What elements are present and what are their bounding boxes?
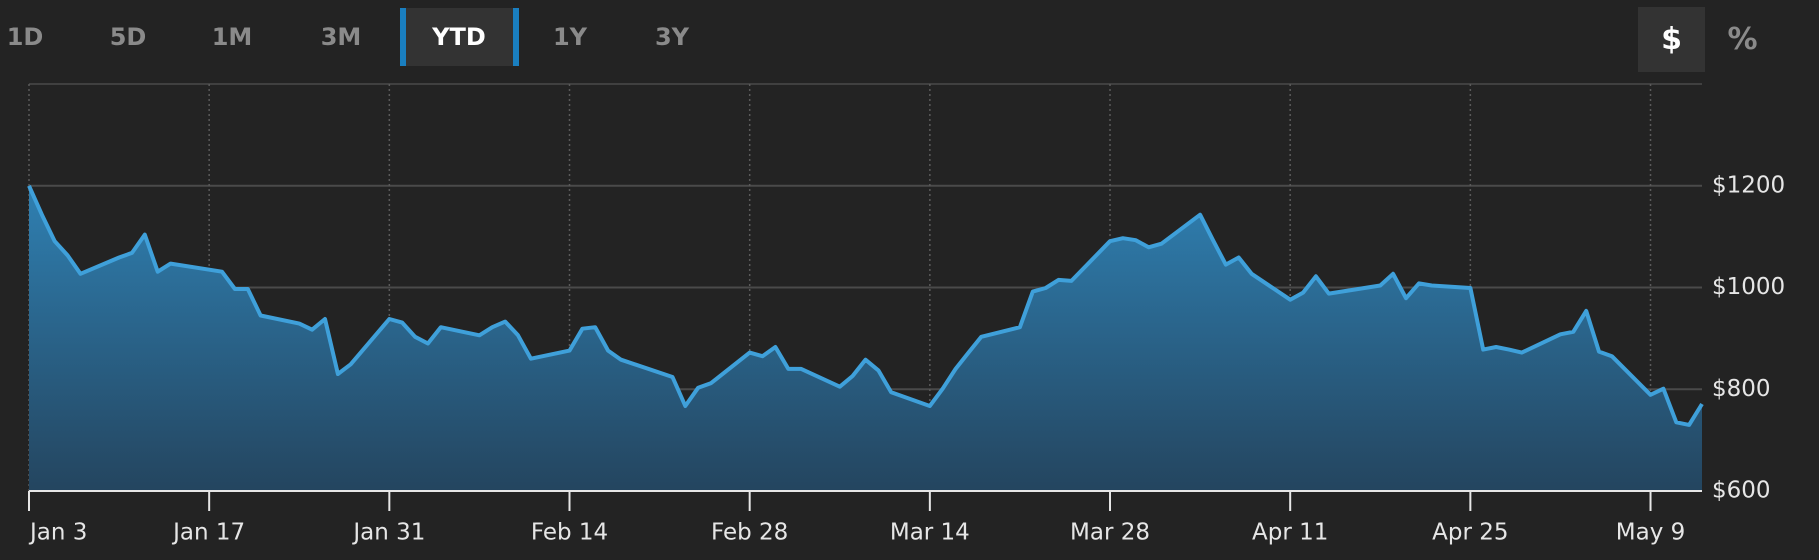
- x-tick-label: Apr 25: [1432, 520, 1508, 546]
- range-button[interactable]: 1Y: [552, 23, 588, 51]
- x-tick-label: Apr 11: [1252, 520, 1328, 546]
- unit-button[interactable]: %: [1727, 22, 1758, 57]
- x-tick-label: Feb 28: [711, 520, 788, 546]
- y-tick-label: $1000: [1712, 274, 1785, 300]
- y-tick-label: $1200: [1712, 172, 1785, 198]
- range-button[interactable]: 1D: [6, 23, 44, 51]
- range-button[interactable]: 3M: [320, 23, 362, 51]
- x-tick-label: Feb 14: [531, 520, 608, 546]
- x-tick-label: May 9: [1616, 520, 1686, 546]
- area-fill: [29, 185, 1702, 492]
- y-tick-label: $800: [1712, 376, 1771, 402]
- unit-button[interactable]: $: [1638, 7, 1705, 72]
- range-button[interactable]: 5D: [109, 23, 147, 51]
- x-tick-label: Jan 3: [28, 520, 87, 546]
- range-button[interactable]: 3Y: [654, 23, 690, 51]
- price-line: [27, 184, 1704, 427]
- x-tick-label: Jan 17: [171, 520, 245, 546]
- range-button[interactable]: 1M: [211, 23, 253, 51]
- x-tick-label: Mar 14: [890, 520, 970, 546]
- x-tick-label: Mar 28: [1070, 520, 1150, 546]
- y-tick-label: $600: [1712, 478, 1771, 504]
- range-button[interactable]: YTD: [399, 8, 519, 66]
- x-tick-label: Jan 31: [351, 520, 425, 546]
